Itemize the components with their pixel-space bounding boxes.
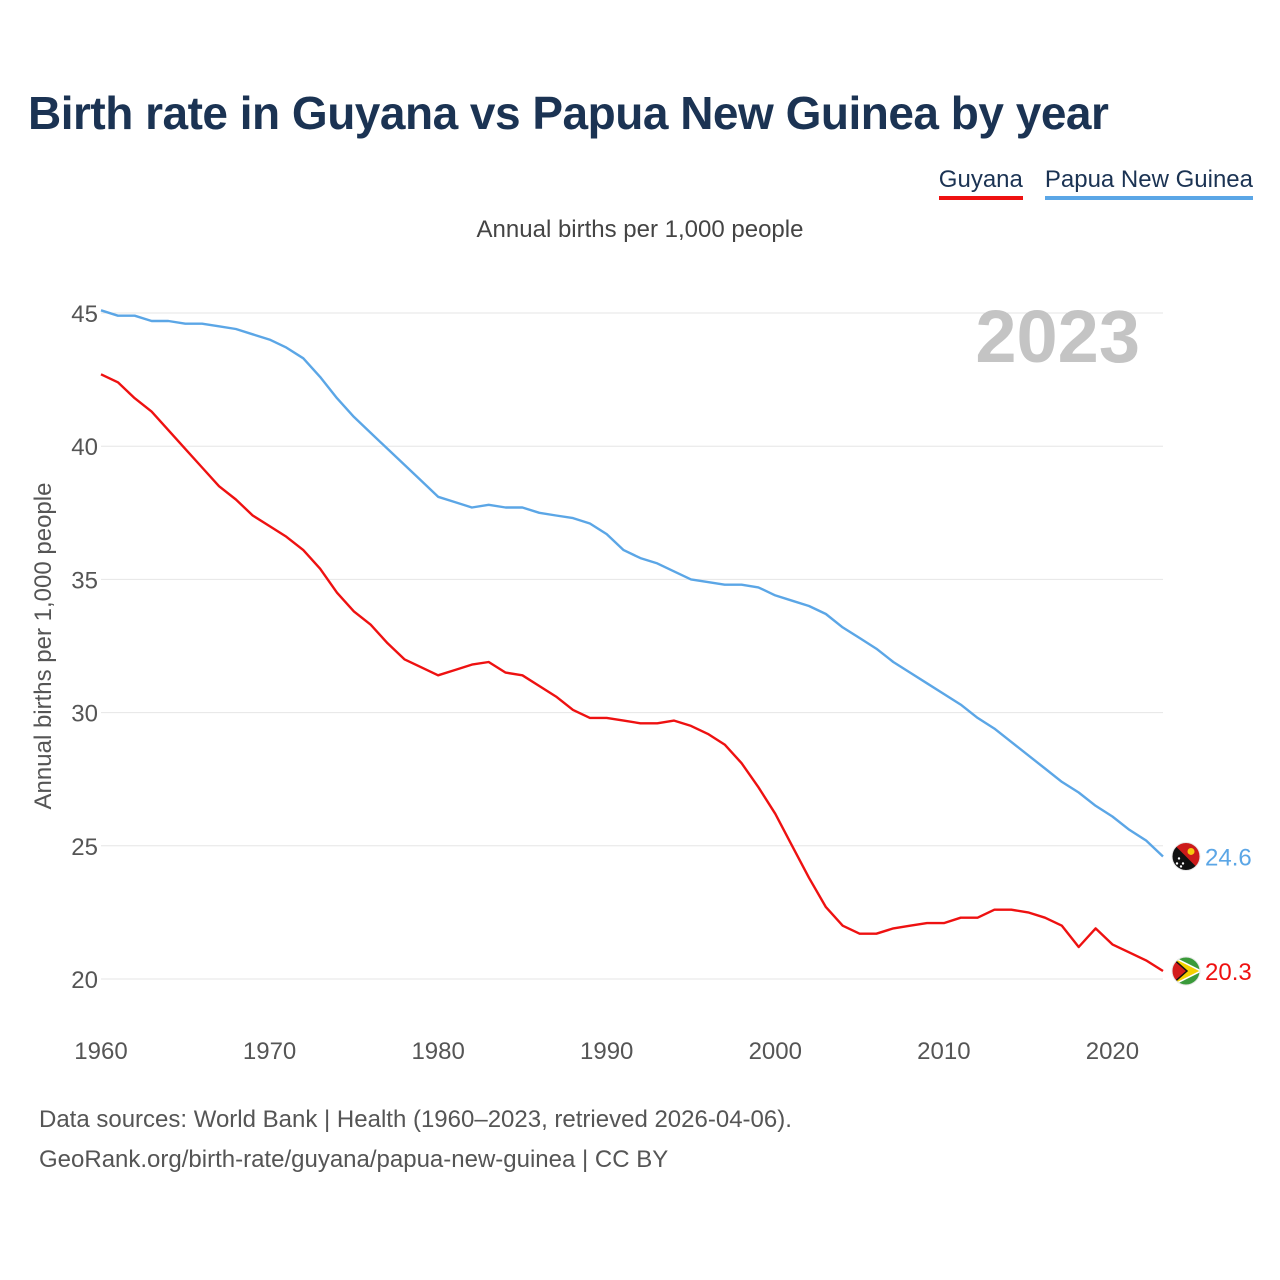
x-tick-label-2010: 2010 [917, 1038, 970, 1065]
footer-sources: Data sources: World Bank | Health (1960–… [39, 1106, 792, 1133]
legend-item-guyana[interactable]: Guyana [938, 166, 1023, 200]
chart-legend: Guyana Papua New Guinea [938, 166, 1253, 200]
y-tick-label-20: 20 [71, 967, 98, 994]
series-line-guyana [100, 373, 1164, 973]
end-value-label-guyana: 20.3 [1205, 959, 1252, 986]
x-tick-label-2020: 2020 [1086, 1038, 1139, 1065]
chart-subtitle: Annual births per 1,000 people [476, 216, 804, 243]
y-axis-label: Annual births per 1,000 people [30, 483, 57, 810]
y-tick-label-25: 25 [71, 834, 98, 861]
x-tick-label-1970: 1970 [243, 1038, 296, 1065]
x-tick-label-1990: 1990 [580, 1038, 633, 1065]
footer-url[interactable]: GeoRank.org/birth-rate/guyana/papua-new-… [39, 1146, 669, 1173]
x-tick-label-1980: 1980 [411, 1038, 464, 1065]
flag-icon-papua-new-guinea [1171, 841, 1201, 871]
line-chart: 20 25 30 35 40 45 1960 1970 1980 1990 2000 2010 2020… [30, 295, 1252, 1065]
y-tick-label-30: 30 [71, 701, 98, 728]
end-value-label-papua-new-guinea: 24.6 [1205, 844, 1252, 871]
legend-item-papua-new-guinea[interactable]: Papua New Guinea [1044, 166, 1253, 200]
y-tick-label-45: 45 [71, 301, 98, 328]
y-tick-label-35: 35 [71, 567, 98, 594]
x-tick-label-1960: 1960 [74, 1038, 127, 1065]
x-tick-label-2000: 2000 [749, 1038, 802, 1065]
year-watermark: 2023 [975, 295, 1140, 378]
flag-icon-guyana [1171, 956, 1201, 986]
page-title: Birth rate in Guyana vs Papua New Guinea… [28, 87, 1109, 139]
y-tick-label-40: 40 [71, 434, 98, 461]
series-line-papua-new-guinea [100, 309, 1164, 858]
